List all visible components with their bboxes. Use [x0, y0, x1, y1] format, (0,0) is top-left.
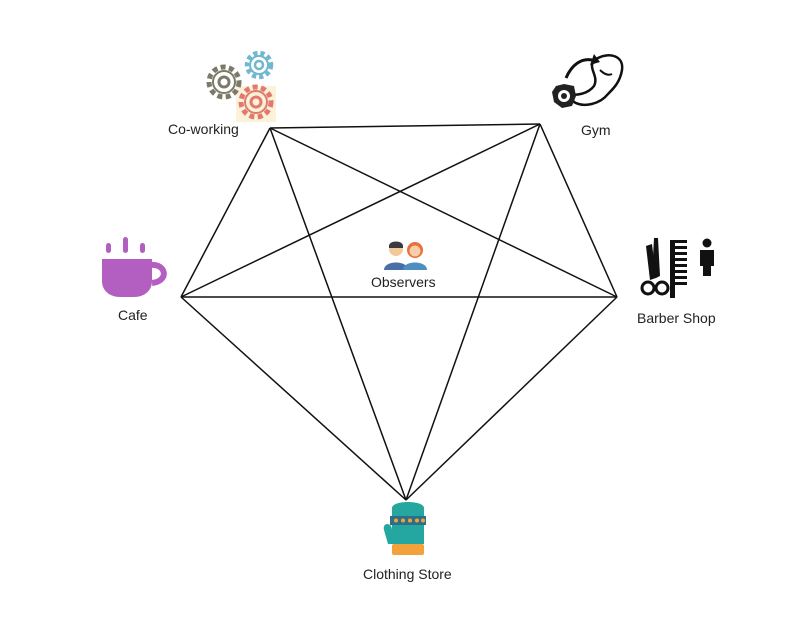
edge-coworking-cafe [180, 127, 271, 298]
dumbbell-arm-icon [552, 54, 624, 108]
node-label-clothing-store: Clothing Store [363, 566, 452, 582]
edge-gym-cafe [180, 123, 541, 298]
node-label-cafe: Cafe [118, 307, 148, 323]
scissors-comb-icon [640, 238, 714, 298]
edge-barber-clothing [405, 296, 618, 501]
edge-gym-barber [539, 123, 618, 298]
edge-cafe-clothing [180, 296, 407, 501]
edge-coworking-barber [269, 127, 618, 298]
node-label-coworking: Co-working [168, 121, 239, 137]
gears-icon [206, 50, 276, 122]
node-label-observers: Observers [371, 274, 436, 290]
edge-gym-clothing [405, 123, 541, 501]
edge-coworking-clothing [269, 127, 407, 501]
node-label-barber-shop: Barber Shop [637, 310, 716, 326]
people-icon [384, 241, 427, 270]
node-label-gym: Gym [581, 122, 611, 138]
edge-group [180, 123, 618, 501]
coffee-cup-icon [102, 237, 167, 297]
edge-coworking-gym [269, 123, 541, 129]
mitten-icon [383, 502, 426, 555]
